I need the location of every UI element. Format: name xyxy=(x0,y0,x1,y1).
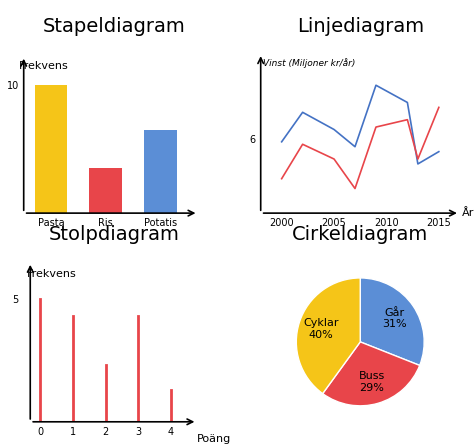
Text: Buss
29%: Buss 29% xyxy=(359,371,385,392)
Text: Stapeldiagram: Stapeldiagram xyxy=(42,16,185,36)
Wedge shape xyxy=(296,278,360,393)
Text: Linjediagram: Linjediagram xyxy=(297,16,424,36)
Text: Går
31%: Går 31% xyxy=(383,308,407,329)
Bar xyxy=(35,85,67,213)
Text: Stolpdiagram: Stolpdiagram xyxy=(48,225,179,244)
Text: Vinst (Miljoner kr/år): Vinst (Miljoner kr/år) xyxy=(263,58,355,68)
Text: Cyklar
40%: Cyklar 40% xyxy=(303,318,338,340)
Text: Frekvens: Frekvens xyxy=(27,269,77,279)
Wedge shape xyxy=(360,278,424,365)
Bar xyxy=(89,168,122,213)
Text: Poäng: Poäng xyxy=(197,434,231,444)
Bar xyxy=(144,130,176,213)
Text: År: År xyxy=(462,208,474,218)
Text: Cirkeldiagram: Cirkeldiagram xyxy=(292,225,428,244)
Text: Frekvens: Frekvens xyxy=(19,61,69,71)
Wedge shape xyxy=(323,342,419,406)
